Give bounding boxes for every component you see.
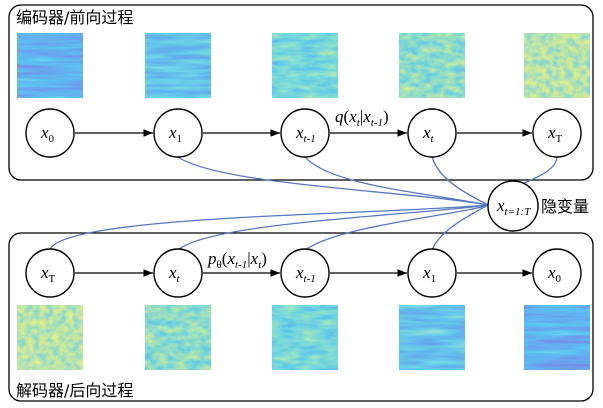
decoder-title: 解码器/后向过程 [16,381,133,400]
node-sub: t-1 [304,133,316,145]
node-sub: T [556,133,563,145]
noise-image [399,305,465,370]
node-sub: t-1 [304,273,316,285]
node-sub: t=1:T [505,206,532,218]
diagram: 编码器/前向过程 解码器/后向过程 q(xt|xt-1) pθ(xt-1|xt)… [0,0,603,408]
reverse-edge-label: pθ(xt-1|xt) [207,249,267,271]
noise-image [17,305,83,370]
noise-image [524,33,590,98]
node-sub: 1 [431,273,437,285]
label-part: ) [383,107,389,126]
label-part: ) [261,249,267,268]
latent-label: 隐变量 [541,197,589,216]
label-sub: t-1 [235,259,247,271]
forward-edge-label: q(xt|xt-1) [335,107,389,129]
noise-image [272,305,338,370]
node-sub: T [49,273,56,285]
noise-image [272,33,338,98]
noise-image [145,33,211,98]
noise-image [524,305,590,370]
encoder-title: 编码器/前向过程 [16,8,133,27]
node-sub: 0 [556,273,562,285]
label-sub: t-1 [371,117,383,129]
noise-image [17,33,83,98]
label-part: p [207,249,217,268]
node-sub: 1 [177,133,183,145]
node-sub: 0 [49,133,55,145]
noise-image [145,305,211,370]
noise-image [399,33,465,98]
latent-links [50,157,557,250]
